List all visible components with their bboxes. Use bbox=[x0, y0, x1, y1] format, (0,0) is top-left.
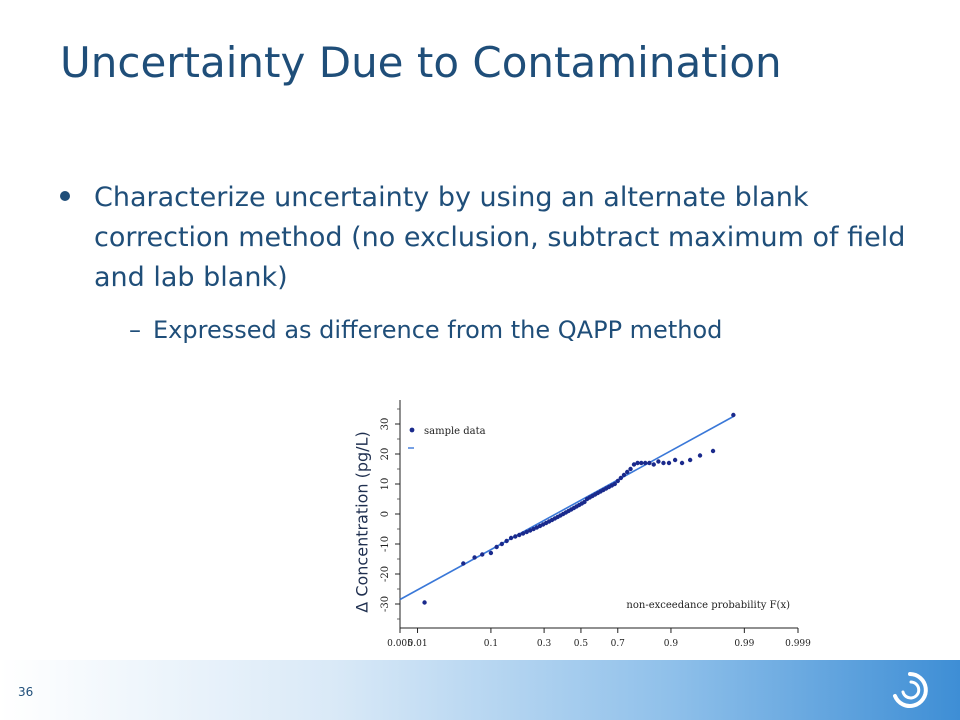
legend-label: sample data bbox=[424, 426, 486, 437]
data-point bbox=[697, 453, 703, 458]
y-tick-label: 30 bbox=[380, 418, 391, 431]
page-number: 36 bbox=[18, 685, 34, 699]
legend-marker bbox=[409, 427, 415, 433]
data-point bbox=[651, 462, 656, 467]
data-point bbox=[618, 475, 624, 481]
data-point bbox=[625, 469, 630, 475]
data-point bbox=[666, 460, 672, 466]
x-tick-label: 0.9 bbox=[664, 639, 679, 649]
data-point bbox=[461, 561, 466, 566]
data-point bbox=[422, 600, 427, 605]
data-point bbox=[494, 544, 499, 550]
data-point bbox=[615, 478, 620, 484]
x-tick-label: 0.3 bbox=[537, 639, 552, 649]
data-point bbox=[531, 526, 536, 532]
y-tick-label: -10 bbox=[380, 536, 391, 552]
sub-bullet-dash: – bbox=[129, 316, 141, 344]
y-tick-label: 10 bbox=[380, 478, 391, 491]
data-point bbox=[687, 457, 693, 463]
data-point bbox=[508, 535, 514, 541]
x-tick-label: 0.5 bbox=[574, 639, 589, 649]
y-tick-label: -30 bbox=[380, 596, 391, 612]
data-point bbox=[679, 460, 685, 466]
data-point bbox=[639, 460, 644, 466]
data-point bbox=[631, 462, 637, 467]
y-tick-label: -20 bbox=[380, 566, 391, 582]
x-tick-label: 0.1 bbox=[484, 639, 498, 649]
data-point bbox=[582, 499, 587, 505]
data-point bbox=[527, 528, 533, 533]
data-point bbox=[513, 534, 518, 539]
y-tick-label: 20 bbox=[380, 448, 391, 461]
chart-y-label: Δ Concentration (pg/L) bbox=[352, 431, 372, 613]
x-tick-label: 0.999 bbox=[785, 639, 811, 649]
data-point bbox=[731, 412, 736, 418]
bullet-dot-icon bbox=[60, 191, 70, 201]
probability-plot: -30 -20 -10 0 10 20 30 0.005 0.01 0.1 0.3 0.5 0.7 0.9… bbox=[340, 392, 820, 660]
slide-title: Uncertainty Due to Contamination bbox=[60, 38, 782, 87]
data-point bbox=[635, 460, 640, 466]
bullet-list: Characterize uncertainty by using an alt… bbox=[60, 178, 940, 348]
sub-bullet-item: – Expressed as difference from the QAPP … bbox=[129, 312, 940, 348]
data-point bbox=[499, 541, 505, 547]
data-point bbox=[621, 472, 627, 478]
swirl-logo-icon bbox=[886, 668, 934, 716]
data-point bbox=[628, 466, 633, 472]
x-tick-label: 0.99 bbox=[734, 639, 754, 649]
data-point bbox=[520, 531, 526, 536]
bullet-text: Characterize uncertainty by using an alt… bbox=[94, 182, 906, 293]
data-point bbox=[661, 460, 666, 466]
data-point bbox=[517, 532, 522, 538]
data-point bbox=[672, 457, 678, 463]
fit-line bbox=[399, 415, 734, 601]
data-point bbox=[643, 460, 648, 466]
data-point bbox=[472, 555, 477, 560]
data-point bbox=[710, 448, 716, 454]
sub-bullet-text: Expressed as difference from the QAPP me… bbox=[153, 316, 723, 344]
data-point bbox=[612, 481, 617, 487]
data-point bbox=[504, 538, 509, 544]
x-tick-label: 0.7 bbox=[611, 639, 626, 649]
footer-bar bbox=[0, 660, 960, 720]
data-point bbox=[647, 460, 652, 466]
data-point bbox=[656, 459, 661, 464]
y-tick-label: 0 bbox=[380, 511, 391, 517]
x-tick-label: 0.01 bbox=[408, 639, 428, 649]
bullet-item: Characterize uncertainty by using an alt… bbox=[60, 178, 940, 298]
data-point bbox=[480, 552, 485, 557]
data-point bbox=[488, 550, 494, 556]
data-point bbox=[524, 529, 529, 535]
x-axis-label: non-exceedance probability F(x) bbox=[626, 600, 790, 611]
x-tick-label: 0.005 bbox=[387, 639, 413, 649]
